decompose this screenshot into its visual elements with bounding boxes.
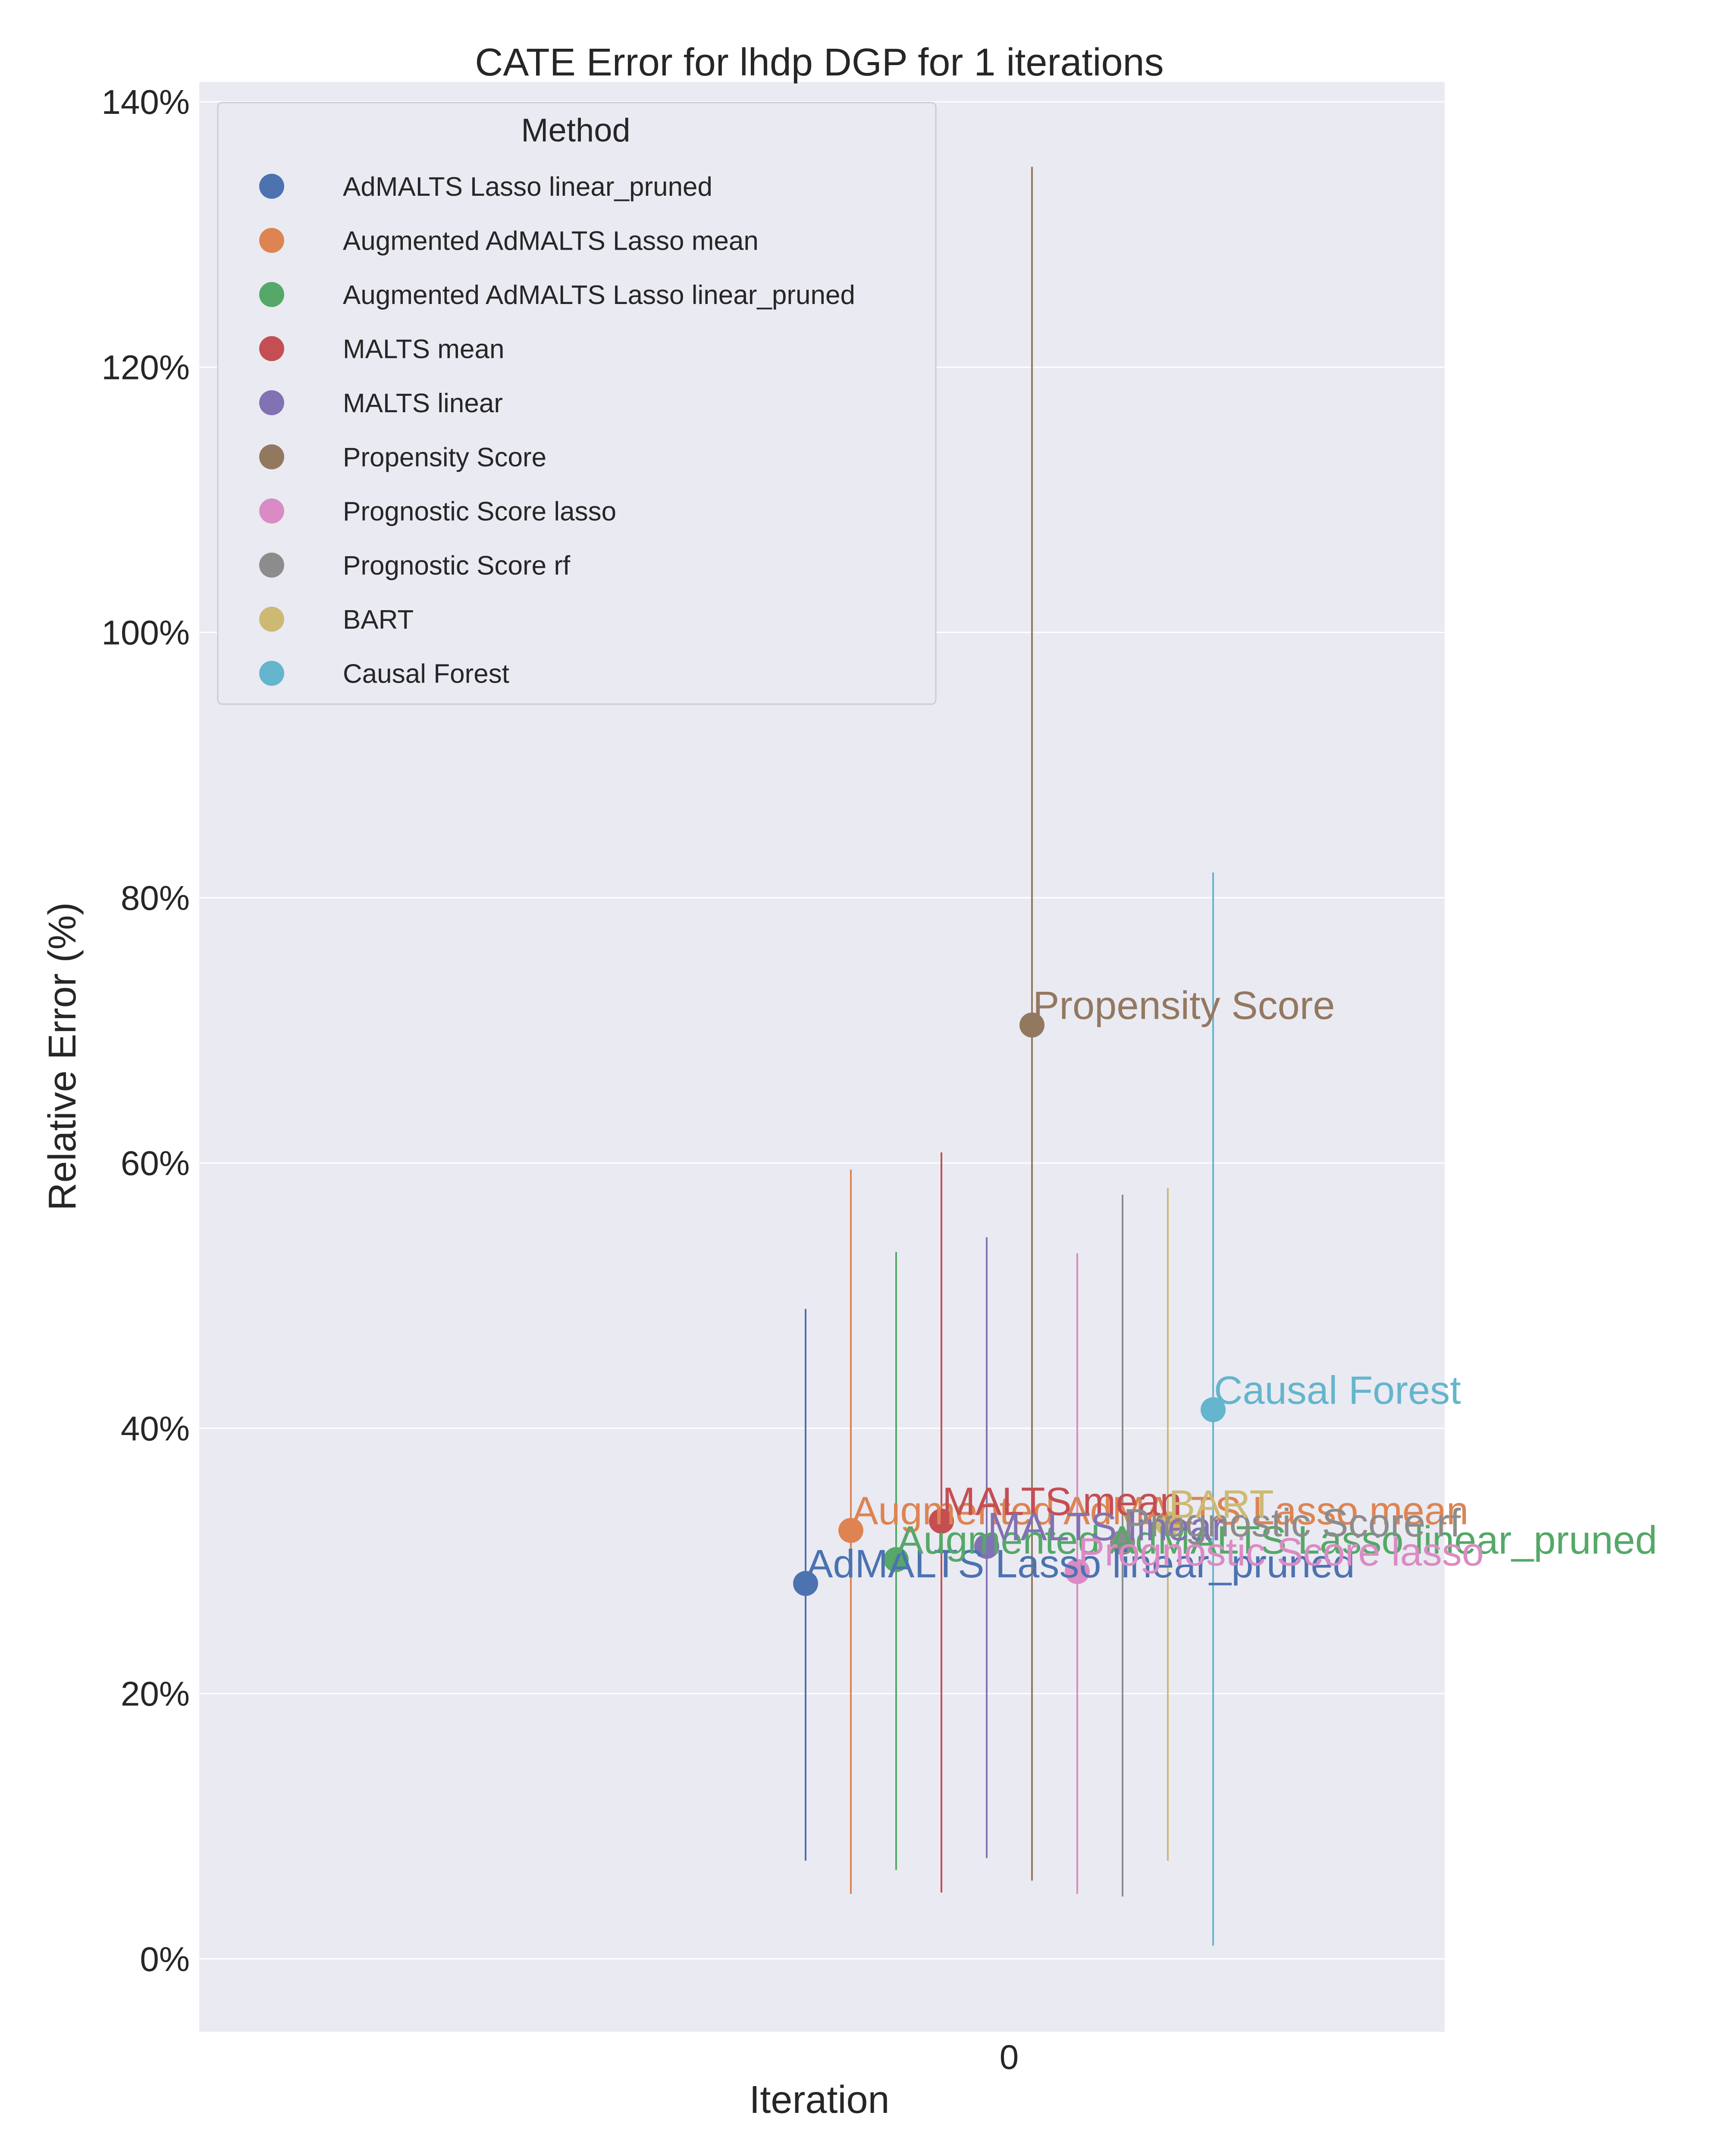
legend-item: BART (259, 605, 414, 635)
legend-marker (259, 228, 284, 253)
legend-item: Propensity Score (259, 443, 546, 473)
y-tick-label: 120% (101, 348, 190, 386)
point-label: MALTS mean (942, 1480, 1182, 1524)
legend-label: AdMALTS Lasso linear_pruned (343, 172, 712, 202)
y-axis-label: Relative Error (%) (41, 902, 84, 1210)
legend-marker (259, 444, 284, 470)
y-tick-label: 80% (121, 879, 190, 917)
data-point (1065, 1559, 1090, 1584)
point-label: MALTS linear (988, 1505, 1225, 1549)
legend-item: Causal Forest (259, 659, 509, 689)
data-point (974, 1534, 999, 1559)
point-label: Causal Forest (1214, 1368, 1461, 1412)
legend-item: Augmented AdMALTS Lasso linear_pruned (259, 280, 855, 310)
legend-marker (259, 661, 284, 686)
data-point (884, 1547, 909, 1572)
data-point (929, 1508, 954, 1534)
legend-label: BART (343, 605, 414, 635)
legend-marker (259, 390, 284, 415)
point-label: Augmented AdMALTS Lasso linear_pruned (897, 1518, 1657, 1562)
legend-item: Prognostic Score rf (259, 551, 571, 581)
point-label: AdMALTS Lasso linear_pruned (806, 1542, 1355, 1586)
legend-label: Augmented AdMALTS Lasso mean (343, 226, 759, 256)
x-tick-label: 0 (1000, 2038, 1019, 2076)
legend: Method AdMALTS Lasso linear_pruned Augmen… (217, 102, 937, 705)
data-point (1155, 1511, 1180, 1536)
point-label: Augmented AdMALTS Lasso mean (852, 1489, 1468, 1533)
legend-label: MALTS mean (343, 335, 504, 364)
y-tick-label: 100% (101, 614, 190, 652)
legend-item: Prognostic Score lasso (259, 497, 616, 526)
legend-label: Propensity Score (343, 443, 546, 473)
point-label: Prognostic Score rf (1123, 1501, 1461, 1545)
y-tick-label: 40% (121, 1409, 190, 1448)
point-label: Propensity Score (1033, 984, 1335, 1028)
legend-marker (259, 282, 284, 307)
legend-label: Causal Forest (343, 659, 509, 689)
x-axis-ticks: 0 (1000, 2038, 1019, 2076)
legend-item: MALTS linear (259, 389, 503, 418)
data-point (793, 1571, 818, 1596)
y-tick-label: 140% (101, 83, 190, 121)
y-tick-label: 60% (121, 1144, 190, 1182)
legend-marker (259, 552, 284, 578)
chart-title: CATE Error for lhdp DGP for 1 iterations (475, 41, 1164, 84)
y-tick-label: 20% (121, 1675, 190, 1713)
legend-item: MALTS mean (259, 335, 504, 364)
legend-marker (259, 174, 284, 199)
point-label: BART (1169, 1482, 1274, 1526)
data-point (1110, 1529, 1135, 1555)
legend-label: Augmented AdMALTS Lasso linear_pruned (343, 280, 855, 310)
legend-item: Augmented AdMALTS Lasso mean (259, 226, 759, 256)
legend-item: AdMALTS Lasso linear_pruned (259, 172, 712, 202)
y-tick-label: 0% (140, 1940, 190, 1978)
legend-items: AdMALTS Lasso linear_pruned Augmented AdM… (259, 172, 855, 689)
point-label: Prognostic Score lasso (1078, 1530, 1484, 1574)
legend-marker (259, 336, 284, 361)
data-point (838, 1518, 863, 1543)
legend-title: Method (521, 112, 630, 149)
legend-label: Prognostic Score lasso (343, 497, 616, 526)
data-point (1201, 1397, 1226, 1423)
legend-label: MALTS linear (343, 389, 503, 418)
legend-label: Prognostic Score rf (343, 551, 571, 581)
legend-marker (259, 498, 284, 523)
data-points (793, 1012, 1226, 1596)
y-axis-ticks: 0% 20% 40% 60% 80% 100% 120% 140% (101, 83, 190, 1978)
legend-marker (259, 607, 284, 632)
data-point (1019, 1012, 1044, 1038)
x-axis-label: Iteration (749, 2078, 889, 2122)
legend-box (217, 102, 937, 705)
